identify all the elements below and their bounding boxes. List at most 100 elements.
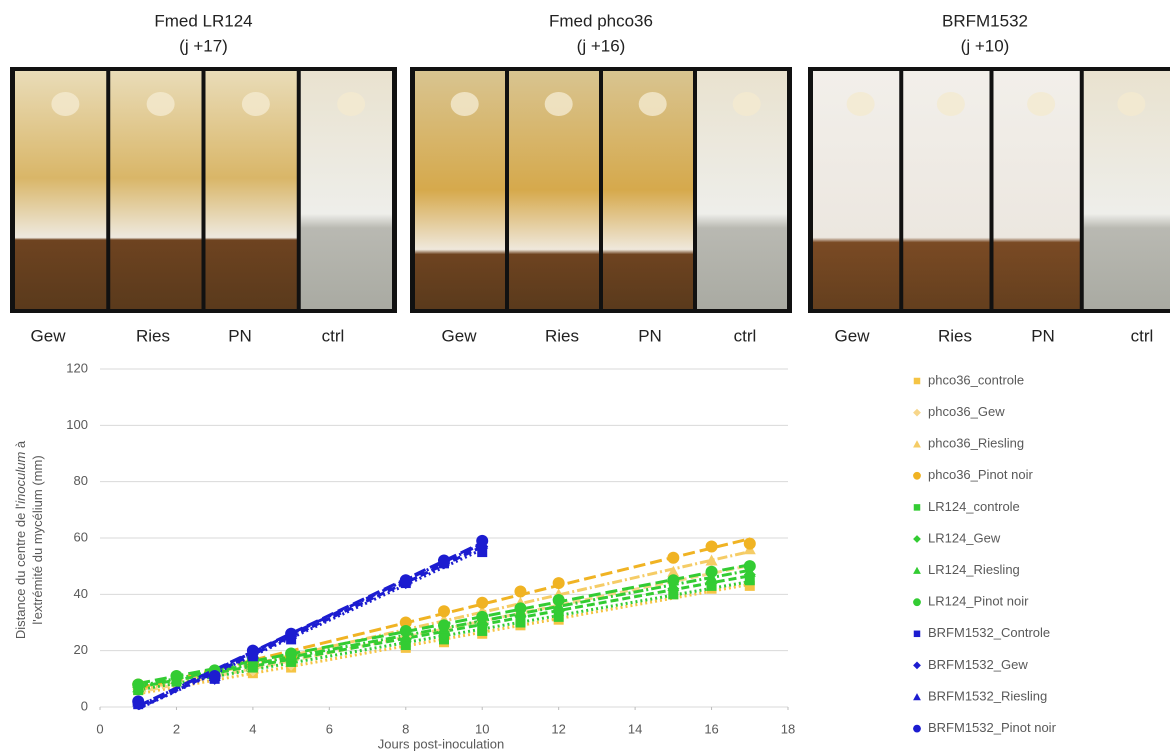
trendline xyxy=(137,541,483,708)
point xyxy=(170,670,183,683)
x-tick-label: 6 xyxy=(326,721,333,736)
point xyxy=(552,593,565,606)
panel-title: BRFM1532 xyxy=(942,11,1028,30)
point xyxy=(514,602,527,615)
legend-label: BRFM1532_Gew xyxy=(928,657,1028,672)
y-tick-label: 120 xyxy=(66,360,88,375)
legend-label: LR124_Gew xyxy=(928,530,1001,545)
lane-label: Gew xyxy=(835,326,871,345)
point xyxy=(743,537,756,550)
inoculum xyxy=(732,92,761,116)
panel-subtitle: (j +17) xyxy=(179,36,228,55)
inoculum xyxy=(241,92,270,116)
point xyxy=(438,619,450,632)
legend-label: BRFM1532_Riesling xyxy=(928,688,1047,703)
x-tick-label: 8 xyxy=(402,721,409,736)
panel-title: Fmed phco36 xyxy=(549,11,653,30)
point xyxy=(476,534,489,547)
point xyxy=(132,695,145,708)
point xyxy=(743,560,756,573)
inoculum xyxy=(51,92,80,116)
point xyxy=(667,574,680,587)
y-axis-label: l'extrémité du mycélium (mm) xyxy=(30,455,45,624)
inoculum xyxy=(450,92,479,116)
legend-marker xyxy=(913,471,921,480)
legend-label: phco36_Gew xyxy=(928,404,1005,419)
y-tick-label: 100 xyxy=(66,417,88,432)
lane-label: PN xyxy=(638,326,662,345)
point xyxy=(476,596,489,609)
trendline xyxy=(137,574,751,689)
point xyxy=(285,627,298,640)
panel-subtitle: (j +10) xyxy=(961,36,1010,55)
trendline xyxy=(137,548,483,711)
inoculum xyxy=(544,92,573,116)
lane-label: ctrl xyxy=(734,326,757,345)
legend-label: BRFM1532_Controle xyxy=(928,625,1050,640)
x-tick-label: 14 xyxy=(628,721,642,736)
legend-marker xyxy=(913,440,921,448)
y-tick-label: 40 xyxy=(74,586,88,601)
legend-marker xyxy=(913,408,921,417)
legend-marker xyxy=(913,661,921,670)
legend-label: LR124_controle xyxy=(928,499,1020,514)
x-tick-label: 10 xyxy=(475,721,489,736)
x-tick-label: 2 xyxy=(173,721,180,736)
point xyxy=(667,565,680,577)
point xyxy=(132,678,145,691)
point xyxy=(399,624,412,637)
point xyxy=(246,644,259,657)
legend-marker xyxy=(913,535,921,543)
point xyxy=(438,605,450,618)
inoculum xyxy=(936,92,965,116)
x-tick-label: 4 xyxy=(249,721,256,736)
x-tick-label: 18 xyxy=(781,721,795,736)
y-axis-label-part: l'extrémité du mycélium (mm) xyxy=(30,455,45,624)
y-tick-label: 0 xyxy=(81,698,88,713)
y-tick-label: 20 xyxy=(74,642,88,657)
legend-label: LR124_Riesling xyxy=(928,562,1020,577)
x-axis-label: Jours post-inoculation xyxy=(378,736,504,751)
inoculum xyxy=(638,92,667,116)
inoculum xyxy=(1027,92,1056,116)
lane-label: PN xyxy=(1031,326,1055,345)
legend-marker xyxy=(913,377,921,385)
lane-label: Gew xyxy=(442,326,478,345)
lane-label: Ries xyxy=(938,326,972,345)
y-axis-label-part: Distance du centre de l' xyxy=(13,504,28,639)
point xyxy=(514,585,527,598)
inoculum xyxy=(146,92,175,116)
lane-label: Ries xyxy=(136,326,170,345)
legend-marker xyxy=(913,724,921,733)
lane-label: ctrl xyxy=(1131,326,1154,345)
lane-label: ctrl xyxy=(322,326,345,345)
legend-marker xyxy=(913,598,921,607)
legend-marker xyxy=(913,693,921,701)
inoculum xyxy=(1117,92,1146,116)
point xyxy=(285,647,298,660)
legend-label: phco36_Riesling xyxy=(928,436,1024,451)
y-axis-label: Distance du centre de l'inoculum à xyxy=(13,440,28,639)
legend-label: phco36_controle xyxy=(928,372,1024,387)
trendline xyxy=(137,542,483,708)
legend-marker xyxy=(913,630,921,638)
y-tick-label: 60 xyxy=(74,529,88,544)
legend-label: phco36_Pinot noir xyxy=(928,467,1033,482)
photo-panels: Fmed LR124 (j +17) Gew Ries PN ctrl Fmed phco3… xyxy=(10,11,1170,345)
x-tick-label: 16 xyxy=(704,721,718,736)
point xyxy=(208,670,221,683)
point xyxy=(399,616,412,629)
y-tick-label: 80 xyxy=(74,473,88,488)
inoculum xyxy=(337,92,366,116)
point xyxy=(667,551,680,564)
y-axis-label-part: à xyxy=(13,440,28,452)
chart: 0 20 40 60 80 100 120 0 2 4 6 8 10 12 14 16 18 Jours post… xyxy=(13,360,1056,751)
trendline xyxy=(137,545,483,710)
y-axis-label-part: inoculum xyxy=(13,452,28,504)
point xyxy=(552,577,565,590)
inoculum xyxy=(846,92,875,116)
panel-title: Fmed LR124 xyxy=(154,11,252,30)
lane-label: Ries xyxy=(545,326,579,345)
